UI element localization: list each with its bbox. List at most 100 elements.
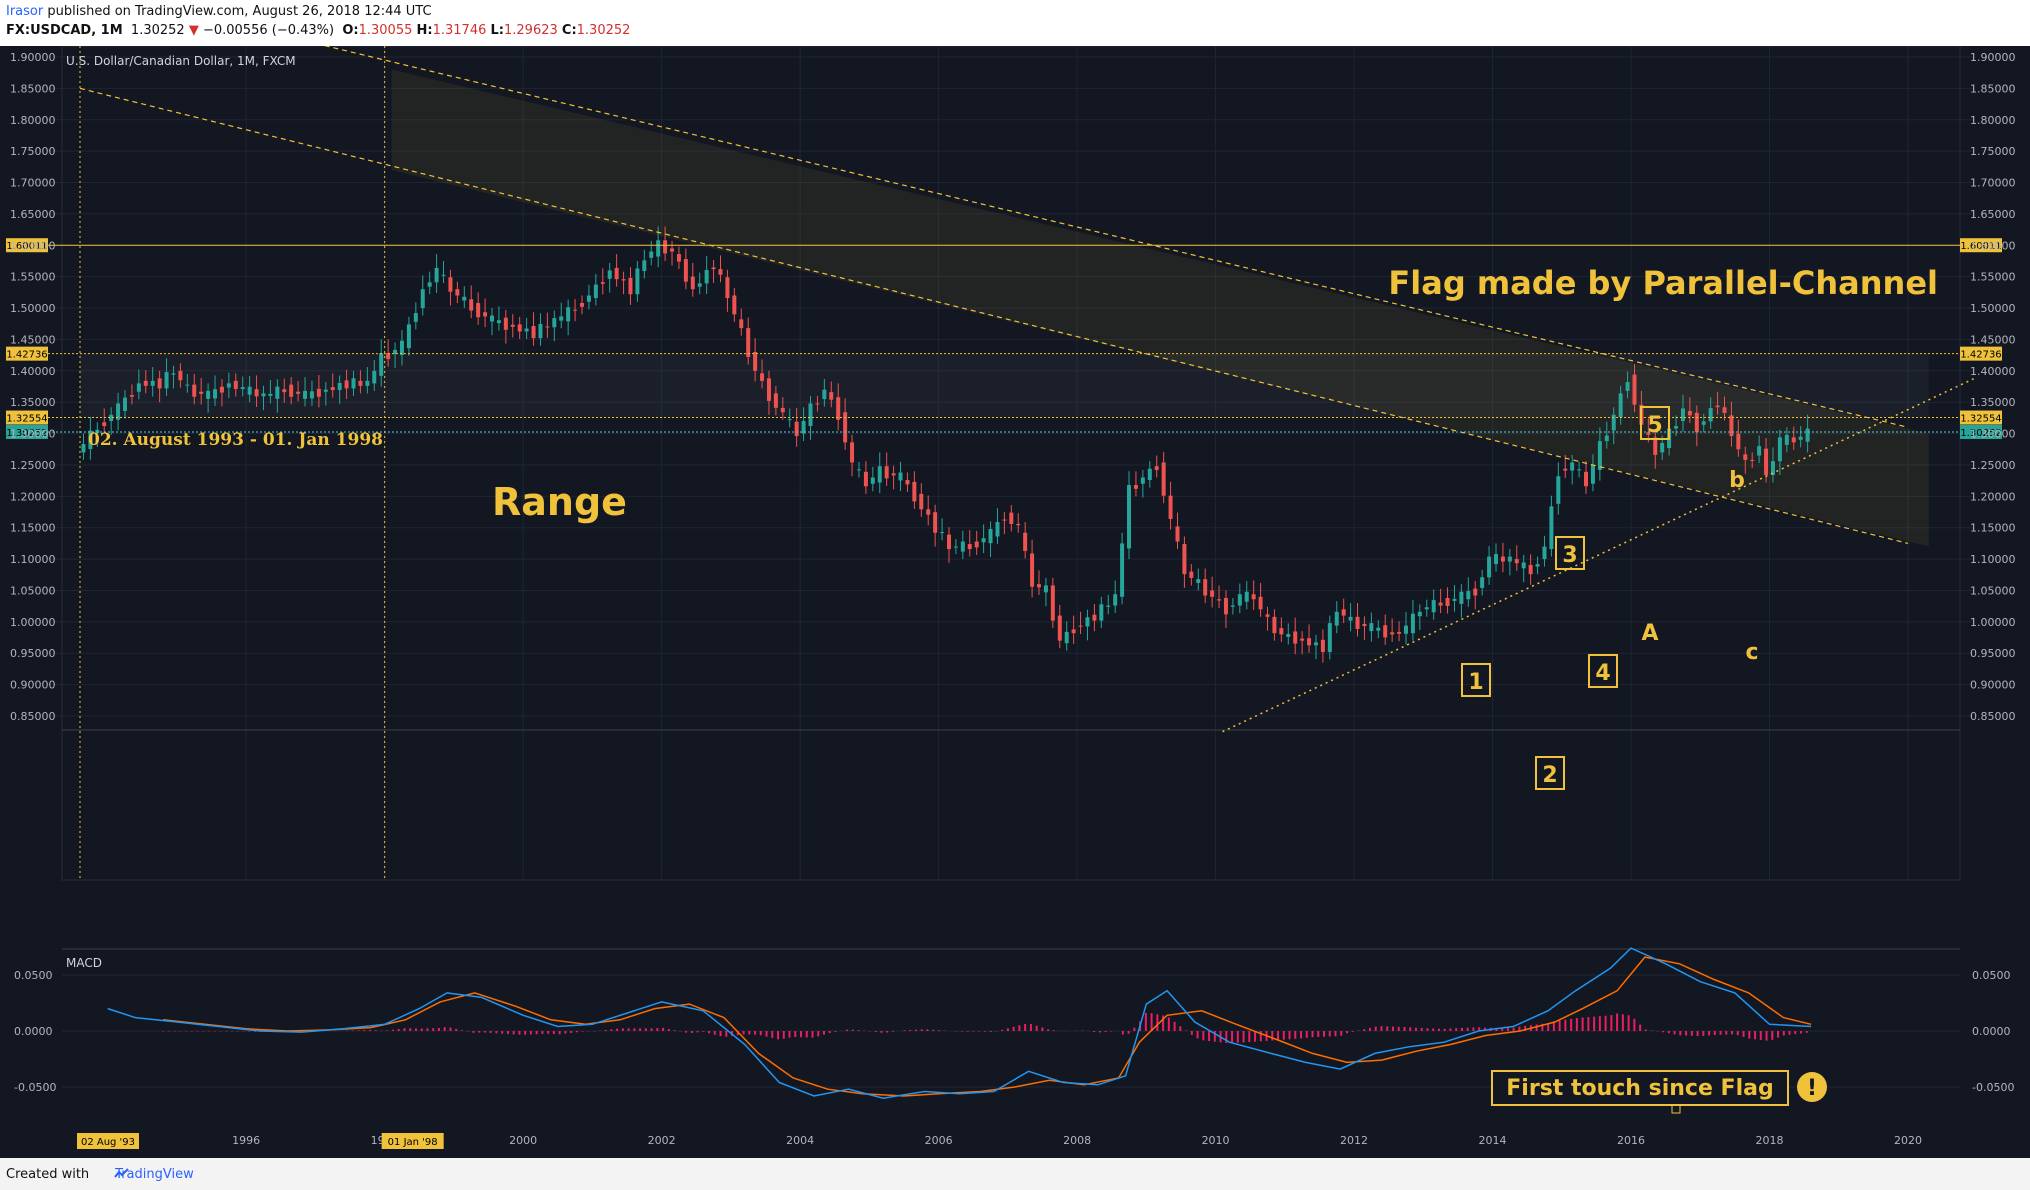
candle-body xyxy=(794,421,799,437)
candle-body xyxy=(406,324,411,349)
price-tick-right: 1.20000 xyxy=(1970,490,2016,503)
range-dates: 02. August 1993 - 01. Jan 1998 xyxy=(88,430,383,450)
candle-body xyxy=(1251,594,1256,600)
candle-body xyxy=(690,276,695,290)
candle-body xyxy=(164,372,169,389)
level-tag xyxy=(1960,410,2002,425)
macd-tick-left: -0.0500 xyxy=(14,1081,56,1094)
price-tick-right: 0.90000 xyxy=(1970,679,2016,692)
candle-body xyxy=(1410,613,1415,634)
candle-body xyxy=(399,340,404,355)
candle-body xyxy=(1674,426,1679,429)
candle-body xyxy=(1154,466,1159,470)
candle-body xyxy=(635,268,640,295)
candle-body xyxy=(1092,614,1097,621)
candle-body xyxy=(1341,609,1346,616)
candle-body xyxy=(483,312,488,317)
price-tick-left: 0.95000 xyxy=(10,647,56,660)
date-marker-tag xyxy=(77,1133,139,1149)
wave-1-label-box xyxy=(1461,663,1491,697)
range-label: Range xyxy=(492,480,627,524)
candle-body xyxy=(434,267,439,283)
candle-body xyxy=(926,509,931,515)
candle-body xyxy=(1300,638,1305,641)
candle-body xyxy=(420,289,425,309)
candle-body xyxy=(1542,546,1547,560)
price-tick-right: 1.25000 xyxy=(1970,459,2016,472)
drawings: 1.60011 1.60011 1.42736 1.42736 1.32554 1.325… xyxy=(6,46,2002,880)
open-value: 1.30055 xyxy=(358,23,413,38)
channel-lower-line xyxy=(79,87,1909,544)
close-label: C: xyxy=(561,23,577,38)
candle-body xyxy=(697,283,702,287)
candle-body xyxy=(1487,556,1492,578)
candle-body xyxy=(1376,627,1381,631)
time-tick: 2004 xyxy=(786,1134,814,1147)
author-link[interactable]: Irasor xyxy=(6,4,44,19)
candle-body xyxy=(545,326,550,328)
candle-body xyxy=(1597,441,1602,470)
candle-body xyxy=(580,303,585,307)
trendline xyxy=(1222,376,1978,733)
candle-body xyxy=(725,277,730,299)
candle-body xyxy=(136,383,141,392)
price-chart[interactable]: 1.60011 1.60011 1.42736 1.42736 1.32554 1.325… xyxy=(0,46,2030,1158)
price-tick-right: 0.85000 xyxy=(1970,710,2016,723)
candle-body xyxy=(524,328,529,332)
ohlc-line: FX:USDCAD, 1M 1.30252 ▼ −0.00556 (−0.43%… xyxy=(6,23,630,38)
wave-c-label: c xyxy=(1745,640,1758,665)
flag-title: Flag made by Parallel-Channel xyxy=(1388,264,1938,302)
time-tick: 2012 xyxy=(1340,1134,1368,1147)
price-tick-left: 1.75000 xyxy=(10,145,56,158)
candle-body xyxy=(1272,616,1277,634)
candle-body xyxy=(517,324,522,332)
time-tick: 2006 xyxy=(925,1134,953,1147)
grid xyxy=(48,46,1974,881)
candle-body xyxy=(981,538,986,543)
high-label: H: xyxy=(416,23,433,38)
candle-body xyxy=(732,295,737,315)
level-tag xyxy=(1960,346,2002,361)
candle-body xyxy=(123,397,128,411)
candle-body xyxy=(393,349,398,355)
macd-line xyxy=(107,947,1812,1099)
candle-body xyxy=(974,541,979,548)
candle-body xyxy=(552,318,557,328)
candle-body xyxy=(178,370,183,381)
high-value: 1.31746 xyxy=(432,23,487,38)
level-tag xyxy=(6,238,48,253)
candle-body xyxy=(1784,434,1789,445)
price-tick-left: 1.55000 xyxy=(10,271,56,284)
candle-body xyxy=(642,260,647,272)
macd-tick-right: 0.0500 xyxy=(1972,969,2011,982)
candle-body xyxy=(1071,629,1076,634)
candle-body xyxy=(365,380,370,386)
candle-body xyxy=(1189,571,1194,578)
publish-line: Irasor published on TradingView.com, Aug… xyxy=(6,4,432,19)
time-tick: 2000 xyxy=(509,1134,537,1147)
candle-body xyxy=(116,403,121,420)
time-tick: 2010 xyxy=(1202,1134,1230,1147)
date-marker-label: 02 Aug '93 xyxy=(81,1137,135,1148)
plot-frame xyxy=(61,46,1961,881)
candle-body xyxy=(240,387,245,390)
price-tick-left: 0.85000 xyxy=(10,710,56,723)
candle-body xyxy=(1016,523,1021,526)
price-tick-right: 1.35000 xyxy=(1970,396,2016,409)
candle-body xyxy=(469,299,474,311)
candle-body xyxy=(448,277,453,292)
candle-body xyxy=(1362,623,1367,627)
candle-body xyxy=(226,383,231,388)
candle-body xyxy=(1632,374,1637,405)
tradingview-link[interactable]: TradingView xyxy=(115,1167,194,1182)
candle-body xyxy=(95,429,100,434)
candle-body xyxy=(1424,607,1429,610)
candle-body xyxy=(1182,544,1187,575)
candle-body xyxy=(1030,553,1035,587)
candle-body xyxy=(1293,631,1298,644)
macd-tick-right: -0.0500 xyxy=(1972,1081,2014,1094)
candle-body xyxy=(850,442,855,463)
candle-body xyxy=(1120,543,1125,597)
level-tag xyxy=(6,410,48,425)
candle-body xyxy=(1043,585,1048,593)
